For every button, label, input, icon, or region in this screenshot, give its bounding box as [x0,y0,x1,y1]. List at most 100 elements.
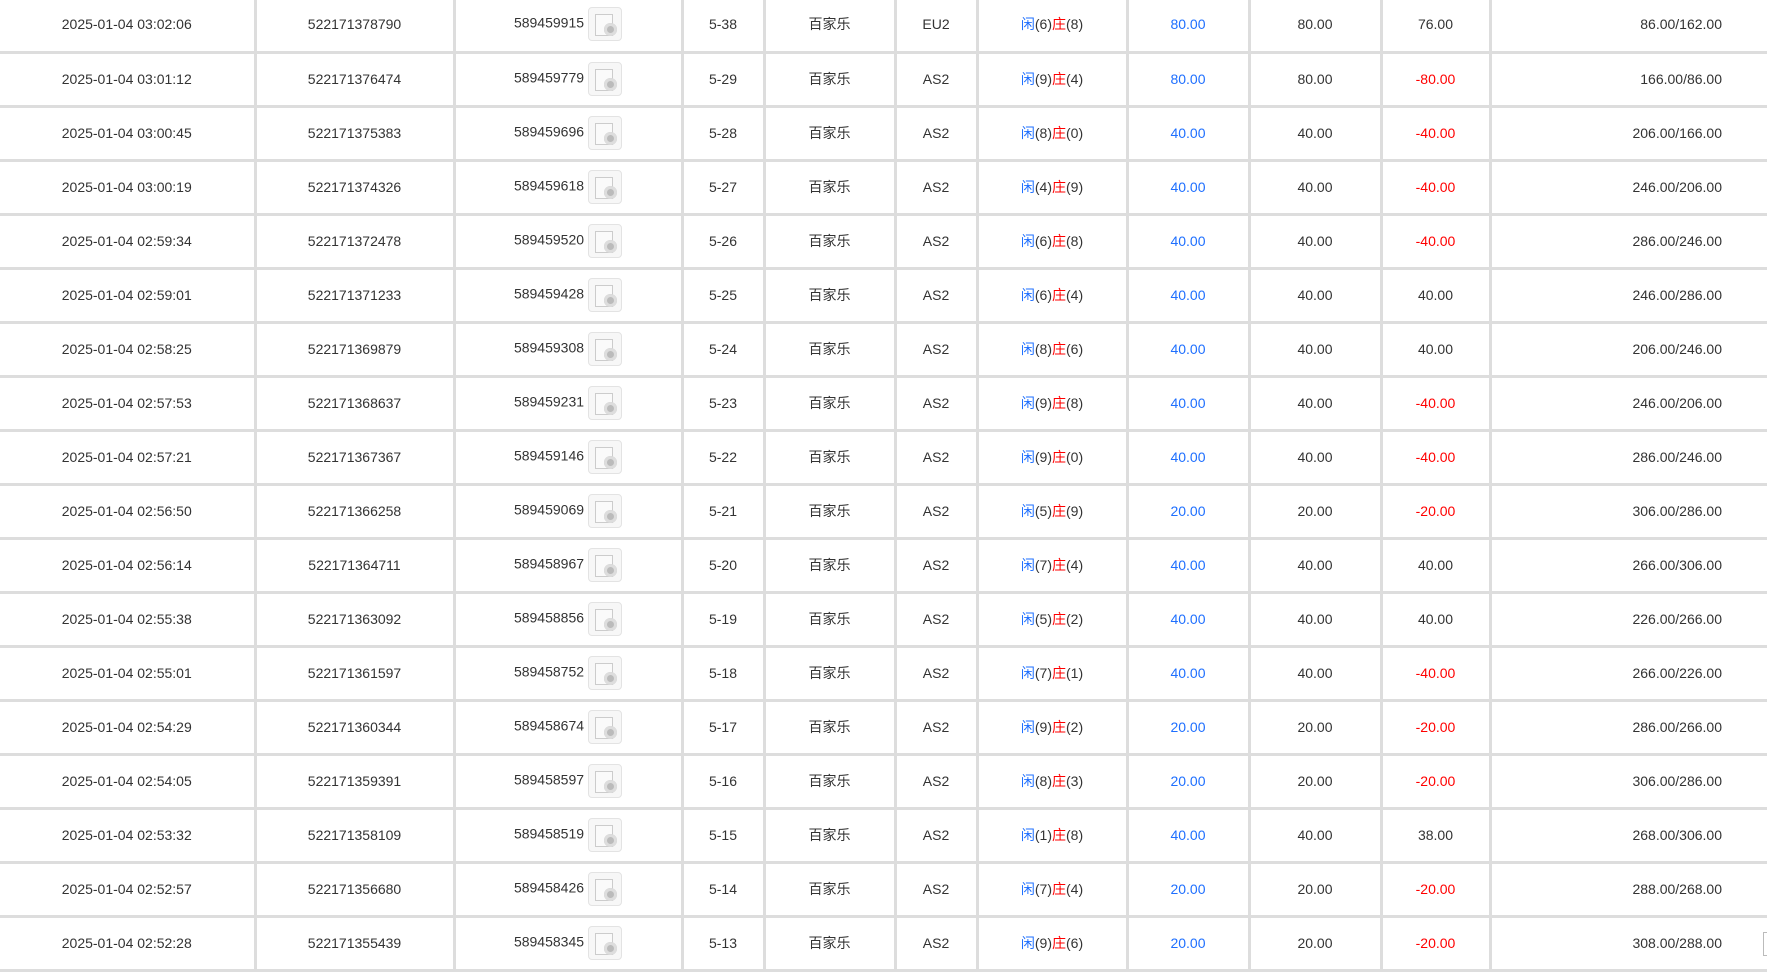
bet-time-cell: 2025-01-04 02:59:01 [0,268,257,324]
banker-label: 庄 [1052,665,1066,681]
video-replay-icon[interactable] [588,224,623,258]
balance-cell: 286.00/246.00 [1490,214,1767,270]
win-loss: -20.00 [1415,773,1456,789]
valid-amount-cell: 80.00 [1249,0,1383,54]
banker-points: 9 [1070,179,1079,195]
balance-cell: 166.00/86.00 [1490,52,1767,108]
video-replay-icon[interactable] [588,548,623,582]
video-replay-icon[interactable] [588,170,623,204]
round-id-cell: 589458967 [454,538,684,594]
win-loss: 40.00 [1417,287,1454,303]
table-code: AS2 [922,71,950,87]
table-row: 2025-01-04 02:59:34 522171372478 589459520… [0,214,1767,270]
game-name: 百家乐 [808,125,851,141]
bet-amount-cell: 20.00 [1127,484,1251,540]
game-name-cell: 百家乐 [764,322,897,378]
win-loss-cell: 40.00 [1381,268,1492,324]
bet-time-cell: 2025-01-04 02:56:14 [0,538,257,594]
balance-cell: 86.00/162.00 [1490,0,1767,54]
result-cell: 闲(8)庄(3) [977,754,1129,810]
valid-amount: 40.00 [1297,665,1333,681]
banker-label: 庄 [1052,16,1066,33]
player-label: 闲 [1020,395,1035,411]
table-code: AS2 [922,881,950,897]
player-points: 7 [1039,881,1048,897]
game-name: 百家乐 [808,503,851,519]
video-replay-icon[interactable] [588,818,623,852]
shoe-round-cell: 5-27 [682,160,766,216]
game-name-cell: 百家乐 [764,0,897,54]
table-code-cell: AS2 [895,484,979,540]
balance: 286.00/266.00 [1632,719,1722,735]
win-loss-cell: 40.00 [1381,592,1492,648]
video-replay-icon[interactable] [588,872,623,906]
video-replay-icon[interactable] [588,440,623,474]
table-code: EU2 [922,16,950,33]
video-replay-icon[interactable] [588,656,623,690]
table-row: 2025-01-04 03:01:12 522171376474 589459779… [0,52,1767,108]
player-points: 6 [1039,287,1048,303]
banker-points: 8 [1070,233,1079,249]
video-replay-icon[interactable] [588,62,623,96]
round-id-cell: 589458674 [454,700,684,756]
banker-points: 9 [1070,503,1079,519]
bet-id: 522171356680 [307,881,402,897]
game-name-cell: 百家乐 [764,538,897,594]
video-replay-icon[interactable] [588,494,623,528]
shoe-round-cell: 5-22 [682,430,766,486]
game-name: 百家乐 [808,341,851,357]
bet-amount-cell: 40.00 [1127,430,1251,486]
bet-amount-cell: 40.00 [1127,322,1251,378]
table-row: 2025-01-04 02:54:05 522171359391 589458597… [0,754,1767,810]
win-loss-cell: -40.00 [1381,430,1492,486]
table-row: 2025-01-04 02:54:29 522171360344 589458674… [0,700,1767,756]
banker-label: 庄 [1052,827,1066,843]
player-points: 9 [1039,935,1048,951]
scrollbar-corner[interactable] [1763,932,1767,956]
valid-amount: 40.00 [1297,233,1333,249]
game-name-cell: 百家乐 [764,430,897,486]
bet-time-cell: 2025-01-04 02:52:57 [0,862,257,918]
valid-amount: 40.00 [1297,449,1333,465]
bet-time: 2025-01-04 02:55:01 [61,665,192,681]
video-replay-icon[interactable] [588,278,623,312]
player-points: 5 [1039,611,1048,627]
balance-cell: 246.00/206.00 [1490,376,1767,432]
bet-time: 2025-01-04 02:54:29 [61,719,192,735]
video-replay-icon[interactable] [588,386,623,420]
round-id-cell: 589458345 [454,916,684,972]
table-code-cell: AS2 [895,808,979,864]
banker-label: 庄 [1052,341,1066,357]
table-row: 2025-01-04 03:02:06 522171378790 589459915… [0,0,1767,54]
table-code: AS2 [922,611,950,627]
bet-id-cell: 522171363092 [255,592,456,648]
video-replay-icon[interactable] [588,116,623,150]
balance: 206.00/166.00 [1632,125,1722,141]
video-replay-icon[interactable] [588,926,623,960]
round-id: 589458426 [513,879,585,896]
valid-amount-cell: 40.00 [1249,646,1383,702]
shoe-round-cell: 5-18 [682,646,766,702]
shoe-round: 5-20 [708,557,738,573]
bet-amount: 40.00 [1170,449,1206,465]
balance: 308.00/288.00 [1632,935,1722,951]
video-replay-icon[interactable] [588,602,623,636]
win-loss-cell: -20.00 [1381,700,1492,756]
result-cell: 闲(9)庄(6) [977,916,1129,972]
bet-time-cell: 2025-01-04 02:55:01 [0,646,257,702]
video-replay-icon[interactable] [588,710,623,744]
bet-id-cell: 522171355439 [255,916,456,972]
bet-time: 2025-01-04 03:00:19 [61,179,192,195]
win-loss: 38.00 [1417,827,1454,843]
shoe-round-cell: 5-23 [682,376,766,432]
banker-points: 2 [1070,611,1079,627]
video-replay-icon[interactable] [588,764,623,798]
valid-amount-cell: 40.00 [1249,214,1383,270]
video-replay-icon[interactable] [588,332,623,366]
shoe-round: 5-26 [708,233,738,249]
player-points: 9 [1039,449,1048,465]
banker-label: 庄 [1052,449,1066,465]
video-replay-icon[interactable] [588,7,623,42]
bet-time-cell: 2025-01-04 02:58:25 [0,322,257,378]
player-label: 闲 [1020,233,1035,249]
